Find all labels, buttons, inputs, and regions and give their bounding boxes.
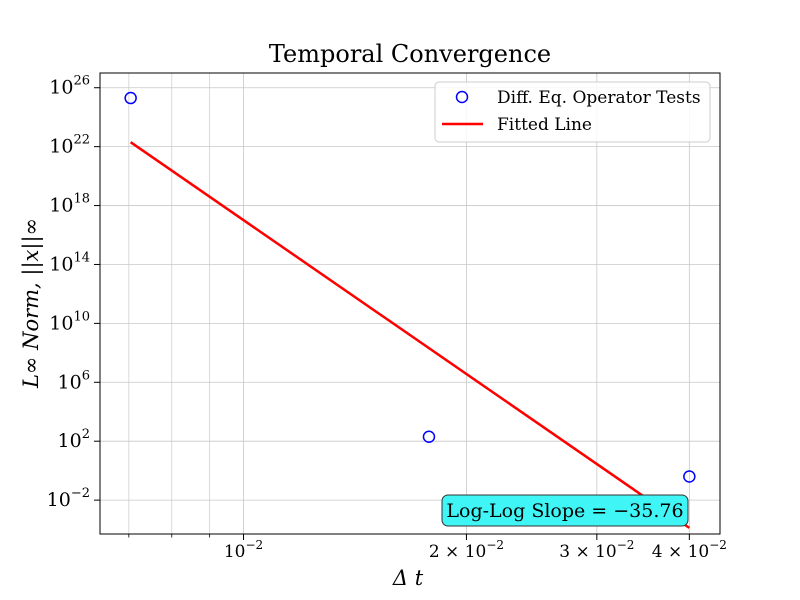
x-axis-label: Δ t <box>392 566 424 590</box>
y-tick-label: 1026 <box>49 74 90 99</box>
y-tick-label: 1010 <box>49 309 90 334</box>
legend-marker-icon <box>455 90 469 104</box>
plot-area: 10−2 2 × 10−2 3 × 10−2 4 × 10−2 10−2 102 106 10… <box>47 72 727 562</box>
slope-annotation-box <box>441 494 689 527</box>
data-point <box>422 430 436 444</box>
legend-label: Diff. Eq. Operator Tests <box>497 88 701 108</box>
x-tick-label: 3 × 10−2 <box>559 538 634 562</box>
y-axis-label: L∞ Norm, ||x||∞ <box>19 218 44 389</box>
x-tick-label: 10−2 <box>224 538 263 562</box>
y-tick-label: 1022 <box>49 133 90 158</box>
axes-frame <box>99 72 721 535</box>
y-tick-label: 1018 <box>49 192 90 217</box>
slope-annotation-text: Log-Log Slope = −35.76 <box>446 500 683 522</box>
legend-box <box>434 81 711 143</box>
legend-label: Fitted Line <box>497 115 592 135</box>
x-tick-label: 4 × 10−2 <box>652 538 727 562</box>
fitted-line <box>129 141 691 529</box>
data-point <box>124 91 137 105</box>
x-tick-label: 2 × 10−2 <box>429 538 504 562</box>
y-tick-label: 106 <box>58 368 90 393</box>
y-tick-label: 10−2 <box>47 486 90 511</box>
chart-title: Temporal Convergence <box>269 40 551 68</box>
data-point <box>683 470 696 483</box>
y-tick-label: 102 <box>58 427 90 452</box>
y-tick-label: 1014 <box>49 250 90 275</box>
